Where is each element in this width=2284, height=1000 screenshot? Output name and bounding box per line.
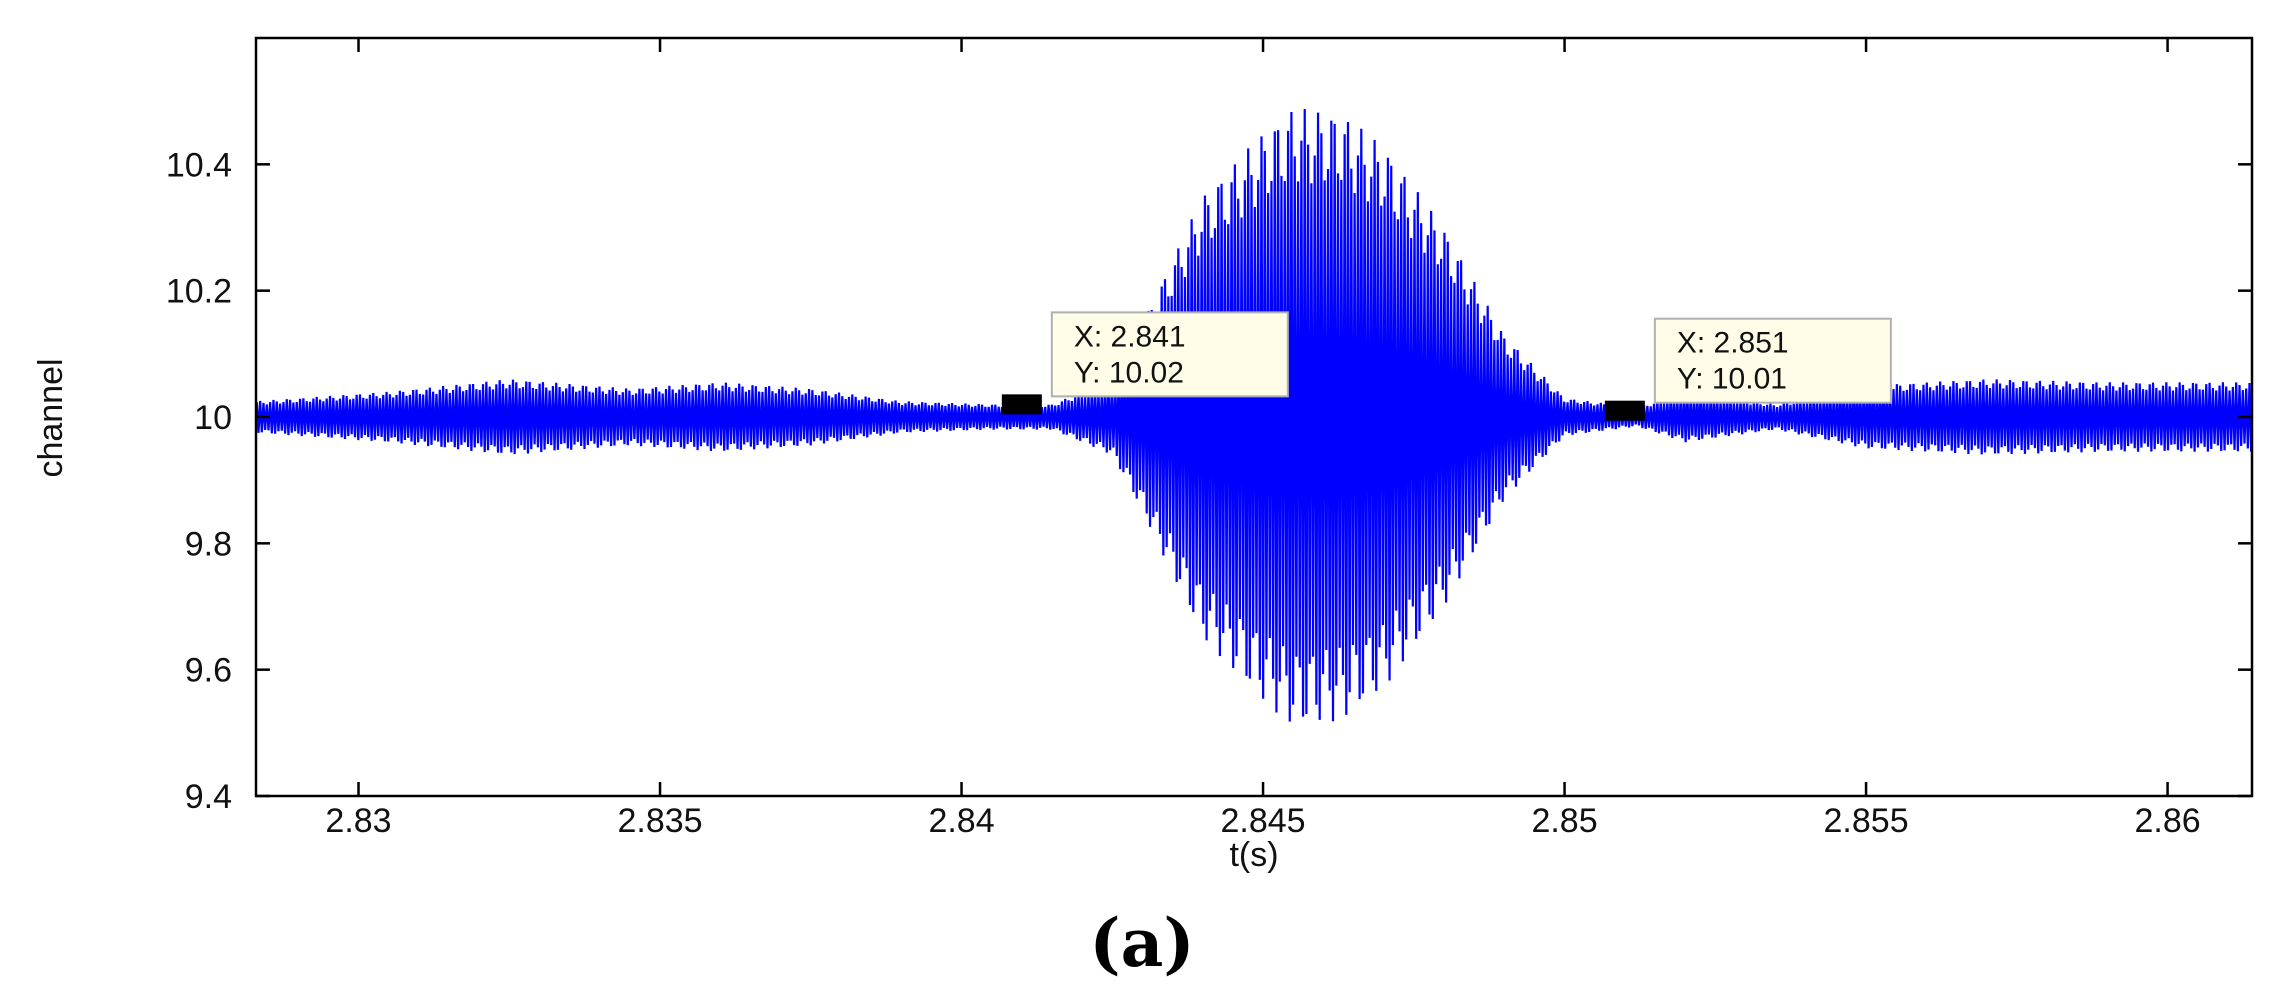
x-tick-labels: 2.83 2.835 2.84 2.845 2.85 2.855 2.86 bbox=[325, 802, 2200, 840]
datatip-x-text: X: 2.851 bbox=[1677, 327, 1789, 360]
datatip-box bbox=[1653, 317, 1892, 404]
datatip-box bbox=[1050, 311, 1289, 398]
axis-ticks bbox=[256, 38, 2252, 798]
y-tick-label: 10.2 bbox=[166, 273, 232, 311]
x-axis-label: t(s) bbox=[1229, 836, 1278, 874]
series-signal-line bbox=[254, 109, 2254, 722]
x-tick-label: 2.835 bbox=[617, 802, 702, 840]
x-tick-label: 2.86 bbox=[2134, 802, 2200, 840]
y-tick-label: 10 bbox=[194, 399, 232, 437]
y-tick-labels: 9.4 9.6 9.8 10 10.2 10.4 bbox=[166, 146, 232, 816]
x-tick-label: 2.855 bbox=[1824, 802, 1909, 840]
y-tick-label: 10.4 bbox=[166, 146, 232, 184]
datatip-x-text: X: 2.841 bbox=[1074, 320, 1186, 353]
datatip-y-text: Y: 10.02 bbox=[1074, 356, 1184, 389]
y-tick-label: 9.8 bbox=[185, 525, 232, 563]
x-tick-label: 2.84 bbox=[928, 802, 994, 840]
signal-layer bbox=[254, 109, 2254, 722]
datatip-y-text: Y: 10.01 bbox=[1677, 363, 1787, 396]
figure-caption: (a) bbox=[1089, 904, 1195, 982]
datatip-marker bbox=[1604, 400, 1645, 421]
y-tick-label: 9.4 bbox=[185, 778, 232, 816]
x-tick-label: 2.83 bbox=[325, 802, 391, 840]
y-axis-label: channel bbox=[32, 358, 70, 477]
datatip-marker bbox=[1001, 394, 1042, 415]
x-tick-label: 2.85 bbox=[1531, 802, 1597, 840]
x-tick-label: 2.845 bbox=[1220, 802, 1305, 840]
y-tick-label: 9.6 bbox=[185, 652, 232, 690]
